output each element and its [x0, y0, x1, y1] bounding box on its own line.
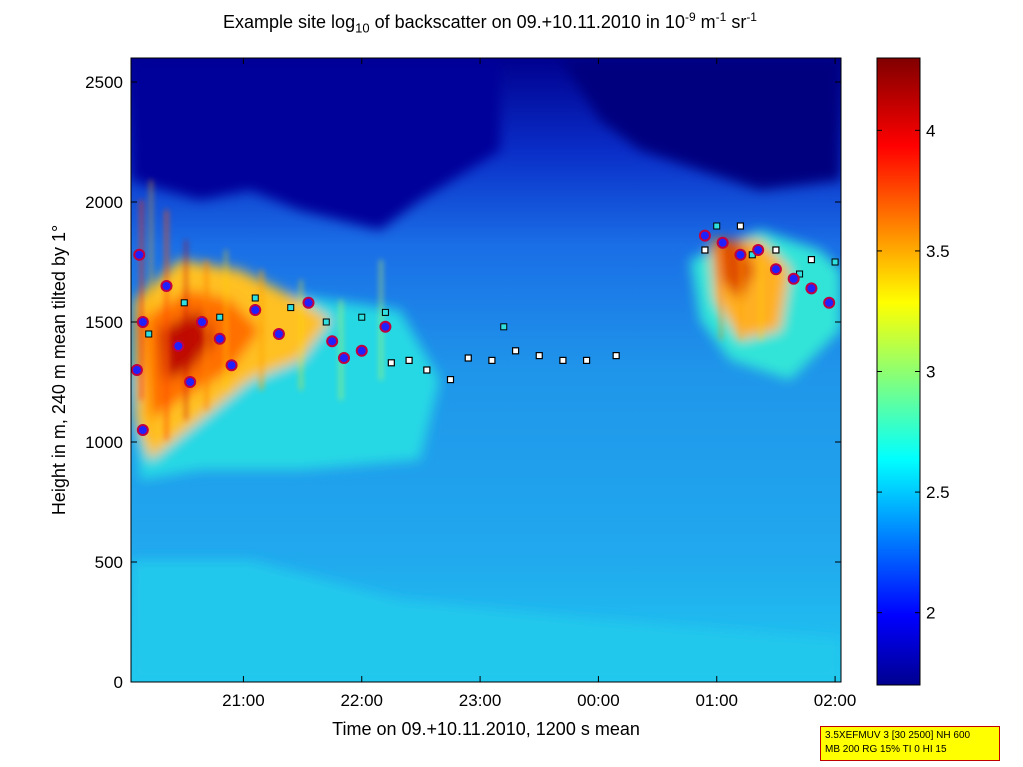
y-tick-label: 2000	[85, 193, 123, 212]
x-tick-label: 22:00	[340, 691, 383, 710]
layer-top-marker-cyan	[251, 294, 259, 302]
cloud-base-marker	[698, 229, 711, 242]
layer-top-marker-cyan	[180, 299, 188, 307]
cloud-base-marker	[769, 263, 782, 276]
y-tick-label: 500	[95, 553, 123, 572]
x-tick-label: 21:00	[222, 691, 265, 710]
layer-top-marker-cyan	[358, 313, 366, 321]
parameter-box: 3.5XEFMUV 3 [30 2500] NH 600 MB 200 RG 1…	[820, 726, 1000, 761]
cloud-base-marker	[136, 316, 149, 328]
x-tick-label: 01:00	[695, 691, 738, 710]
layer-top-marker-cyan	[713, 222, 721, 230]
layer-top-marker-white	[535, 352, 543, 360]
colorbar-gradient	[876, 57, 921, 686]
colorbar-tick-label: 2.5	[926, 483, 950, 502]
layer-top-marker-white	[582, 356, 591, 364]
cloud-base-marker	[805, 282, 818, 295]
layer-top-marker-cyan	[500, 323, 508, 331]
y-tick-label: 1000	[85, 433, 123, 452]
cloud-base-marker	[131, 364, 143, 376]
layer-top-marker-cyan	[216, 313, 224, 321]
x-tick-label: 00:00	[577, 691, 620, 710]
heatmap-field	[131, 58, 841, 682]
cloud-base-marker	[734, 248, 747, 261]
colorbar-tick-label: 3	[926, 363, 935, 382]
layer-top-marker-white	[559, 356, 567, 364]
layer-top-marker-cyan	[831, 258, 839, 266]
cloud-base-marker	[136, 424, 149, 436]
cloud-base-marker	[213, 332, 226, 345]
colorbar-tick-label: 2	[926, 604, 935, 623]
layer-top-marker-cyan	[381, 308, 389, 316]
cloud-base-marker	[225, 359, 238, 372]
cloud-base-marker	[249, 304, 262, 316]
layer-top-marker-white	[387, 359, 395, 367]
cloud-base-marker	[326, 335, 339, 348]
layer-top-marker-white	[464, 354, 472, 362]
x-tick-label: 02:00	[814, 691, 857, 710]
colorbar-ticks: 2 2.5 3 3.5 4	[877, 121, 950, 623]
colorbar: 2 2.5 3 3.5 4	[876, 57, 950, 686]
chart-title: Example site log10 of backscatter on 09.…	[223, 10, 757, 36]
y-axis: 0 500 1000 1500 2000 2500	[85, 73, 841, 692]
cloud-base-marker	[172, 340, 185, 352]
cloud-base-marker	[716, 236, 729, 249]
cloud-base-marker	[338, 352, 350, 364]
cloud-base-marker	[272, 328, 285, 340]
cloud-base-marker	[355, 344, 368, 357]
colorbar-tick-label: 4	[926, 121, 935, 140]
layer-top-marker-white	[488, 356, 496, 364]
plot-frame	[130, 57, 842, 683]
layer-top-marker-white	[423, 366, 431, 374]
layer-top-marker-white	[446, 376, 455, 384]
layer-top-marker-white	[807, 256, 816, 264]
cloud-base-marker	[196, 316, 208, 328]
layer-top-marker-white	[736, 222, 745, 230]
layer-top-marker-white	[701, 246, 709, 254]
cloud-base-marker	[160, 280, 173, 292]
layer-top-marker-white	[612, 352, 620, 360]
param-line-1: 3.5XEFMUV 3 [30 2500] NH 600	[825, 730, 971, 741]
x-tick-label: 23:00	[459, 691, 502, 710]
layer-top-marker-cyan	[145, 330, 153, 338]
cloud-base-marker	[752, 244, 765, 256]
x-axis-label: Time on 09.+10.11.2010, 1200 s mean	[332, 719, 640, 739]
cloud-base-marker	[184, 376, 197, 388]
cloud-base-marker	[379, 320, 392, 333]
param-line-2: MB 200 RG 15% TI 0 HI 15	[825, 744, 947, 755]
y-tick-label: 1500	[85, 313, 123, 332]
cloud-base-marker	[787, 272, 800, 285]
cloud-base-marker	[823, 296, 836, 309]
y-axis-label: Height in m, 240 m mean tilted by 1°	[49, 225, 69, 515]
cloud-base-marker	[302, 296, 315, 309]
y-tick-label: 2500	[85, 73, 123, 92]
layer-top-marker-white	[772, 246, 780, 254]
x-axis: 21:00 22:00 23:00 00:00 01:00 02:00	[222, 58, 856, 710]
layer-top-marker-white	[405, 356, 413, 364]
layer-top-marker-cyan	[322, 318, 330, 326]
colorbar-tick-label: 3.5	[926, 242, 950, 261]
y-tick-label: 0	[114, 673, 123, 692]
cloud-base-marker	[133, 248, 146, 261]
layer-top-marker-white	[511, 347, 520, 355]
layer-top-marker-cyan	[287, 304, 295, 312]
marker-layer	[131, 222, 839, 436]
